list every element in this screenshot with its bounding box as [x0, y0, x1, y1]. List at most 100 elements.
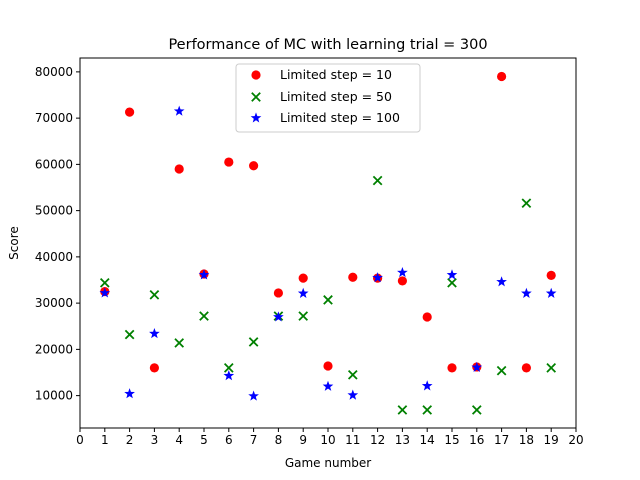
x-tick-label: 16 — [469, 433, 484, 447]
data-point — [545, 287, 557, 298]
x-tick-label: 6 — [225, 433, 233, 447]
data-point — [348, 272, 358, 282]
x-tick-label: 3 — [151, 433, 159, 447]
data-point — [521, 363, 532, 373]
data-point — [446, 269, 458, 280]
x-tick-label: 15 — [444, 433, 459, 447]
series-3 — [99, 105, 557, 401]
y-axis-label: Score — [7, 226, 21, 260]
data-point — [149, 363, 159, 373]
data-point — [497, 71, 507, 82]
data-point — [223, 363, 234, 373]
data-point — [397, 276, 407, 286]
data-point — [546, 363, 557, 373]
data-point — [99, 287, 111, 298]
legend-marker-star — [250, 112, 262, 123]
data-point — [521, 287, 532, 298]
legend-entry: Limited step = 100 — [250, 110, 400, 125]
data-point — [297, 287, 309, 298]
plot-marks — [99, 71, 557, 415]
data-point — [174, 164, 184, 174]
data-point — [199, 311, 209, 321]
legend-entry: Limited step = 10 — [251, 67, 392, 82]
legend-marker-shape — [250, 112, 262, 123]
x-tick-label: 11 — [345, 433, 360, 447]
x-tick-label: 9 — [299, 433, 307, 447]
legend-entry: Limited step = 50 — [251, 89, 392, 104]
x-tick-label: 12 — [370, 433, 385, 447]
data-point — [471, 361, 483, 372]
data-point — [347, 389, 359, 400]
series-1 — [100, 71, 556, 373]
x-tick-label: 18 — [519, 433, 534, 447]
data-point — [496, 276, 507, 287]
y-tick-label: 10000 — [35, 389, 73, 403]
legend-box — [235, 63, 421, 133]
x-tick-label: 14 — [420, 433, 435, 447]
x-tick-label: 13 — [395, 433, 410, 447]
data-point — [521, 198, 532, 209]
y-tick-label: 40000 — [35, 250, 73, 264]
y-tick-label: 30000 — [35, 296, 73, 310]
data-point — [546, 270, 556, 280]
data-point — [496, 365, 507, 376]
x-tick-label: 1 — [101, 433, 109, 447]
x-tick-label: 20 — [568, 433, 583, 447]
x-tick-label: 19 — [544, 433, 559, 447]
data-point — [372, 272, 383, 283]
data-point — [323, 295, 333, 305]
y-tick-label: 80000 — [35, 65, 73, 79]
data-point — [248, 337, 259, 347]
x-tick-label: 7 — [250, 433, 258, 447]
data-point — [125, 107, 135, 117]
y-tick-label: 60000 — [35, 157, 73, 171]
data-point — [323, 361, 333, 371]
y-tick-label: 50000 — [35, 204, 73, 218]
data-point — [224, 157, 234, 167]
data-point — [174, 338, 185, 348]
data-point — [298, 273, 308, 283]
x-tick-label: 17 — [494, 433, 509, 447]
series-2 — [99, 175, 557, 415]
data-point — [447, 363, 457, 373]
data-point — [149, 289, 160, 300]
x-tick-label: 4 — [175, 433, 183, 447]
data-point — [249, 161, 259, 171]
legend-marker-x — [251, 92, 261, 102]
legend-label: Limited step = 100 — [280, 110, 400, 125]
legend-marker-circle — [251, 70, 261, 80]
data-point — [198, 269, 210, 280]
x-tick-label: 5 — [200, 433, 208, 447]
data-point — [322, 380, 334, 391]
legend-label: Limited step = 50 — [280, 89, 392, 104]
data-point — [273, 311, 284, 322]
data-point — [397, 267, 408, 278]
y-axis-ticks: 10000 20000 30000 40000 50000 60000 70000 80000 — [35, 65, 80, 403]
data-point — [471, 405, 482, 415]
data-point — [422, 312, 432, 322]
y-tick-label: 20000 — [35, 342, 73, 356]
x-tick-label: 8 — [275, 433, 283, 447]
data-point — [298, 311, 309, 321]
x-axis-label: Game number — [285, 456, 371, 470]
legend-label: Limited step = 10 — [280, 67, 392, 82]
legend-marker-shape — [251, 92, 261, 102]
y-tick-label: 70000 — [35, 111, 73, 125]
chart-title: Performance of MC with learning trial = … — [168, 37, 487, 53]
data-point — [372, 175, 383, 186]
data-point — [248, 390, 259, 401]
data-point — [223, 370, 235, 381]
data-point — [99, 277, 110, 288]
data-point — [422, 405, 433, 415]
data-point — [397, 405, 408, 415]
data-point — [421, 380, 433, 391]
data-point — [173, 105, 185, 116]
data-point — [347, 369, 358, 380]
data-point — [149, 328, 160, 339]
x-tick-label: 0 — [76, 433, 84, 447]
data-point — [273, 288, 283, 298]
legend-marker-shape — [251, 70, 261, 80]
legend: Limited step = 10 Limited step = 50 Limi… — [235, 63, 421, 133]
